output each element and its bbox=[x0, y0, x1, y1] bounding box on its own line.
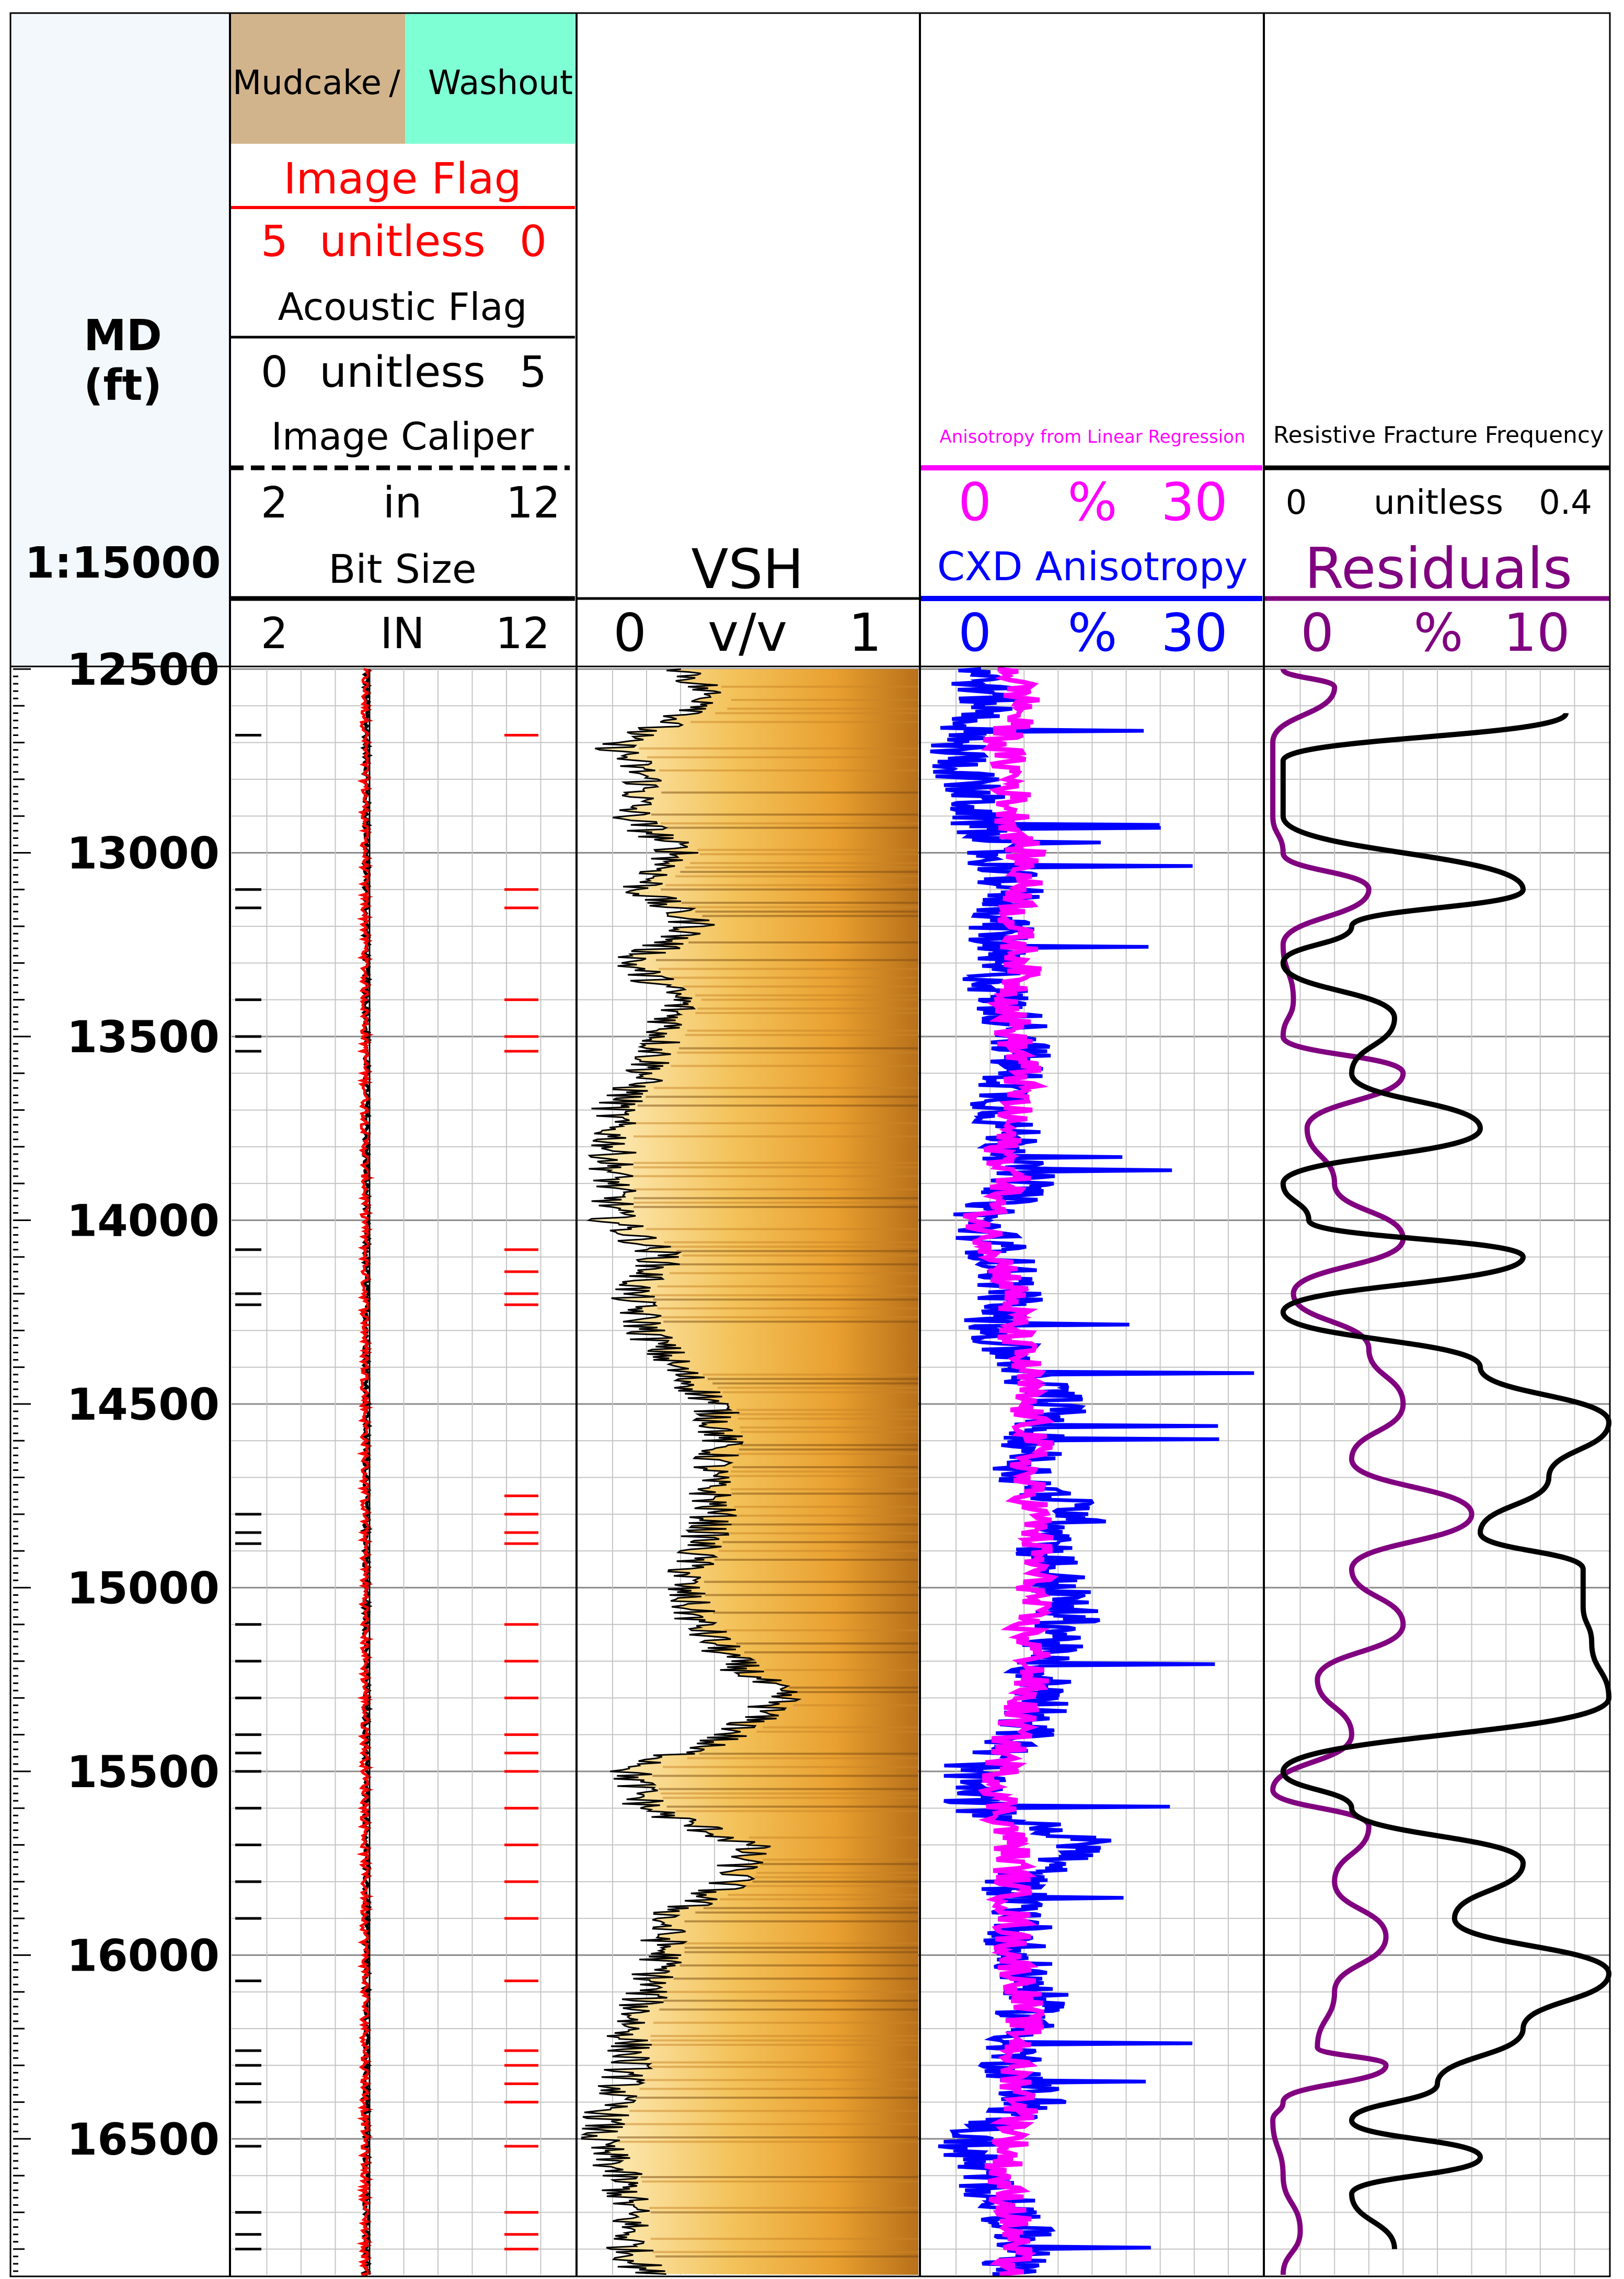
vsh-curve bbox=[580, 668, 802, 2275]
residuals-title: Residuals bbox=[1305, 536, 1572, 602]
depth-title: MD bbox=[84, 311, 162, 361]
linreg-title: Anisotropy from Linear Regression bbox=[939, 427, 1245, 447]
cxd-unit: % bbox=[1067, 602, 1117, 663]
residuals-curve bbox=[1270, 667, 1475, 2275]
acoustic-flag-unit: unitless bbox=[319, 348, 486, 397]
depth-label: 13000 bbox=[67, 827, 220, 879]
linreg-unit: % bbox=[1067, 471, 1117, 533]
chart-frame bbox=[9, 12, 1611, 2277]
bit-size-unit: IN bbox=[380, 609, 425, 659]
depth-ticks: 12500 13000 13500 14000 14500 15000 15500 16000… bbox=[13, 644, 220, 2272]
image-caliper-unit: in bbox=[383, 478, 422, 528]
image-flag-max: 0 bbox=[520, 217, 547, 267]
fracture-track-curves bbox=[1270, 667, 1612, 2275]
image-flag-caliper-curve bbox=[356, 667, 375, 2276]
depth-label: 15500 bbox=[67, 1746, 220, 1798]
vsh-min: 0 bbox=[613, 602, 647, 663]
vsh-title: VSH bbox=[691, 537, 803, 601]
image-flag-unit: unitless bbox=[319, 217, 486, 267]
frac-max: 0.4 bbox=[1539, 484, 1592, 522]
legend-separator: / bbox=[389, 64, 400, 102]
depth-label: 12500 bbox=[67, 644, 220, 695]
depth-scale: 1:15000 bbox=[25, 538, 221, 588]
cxd-min: 0 bbox=[958, 602, 992, 663]
linreg-anisotropy-curve bbox=[963, 666, 1059, 2277]
track1-curves bbox=[235, 667, 538, 2276]
depth-label: 14000 bbox=[67, 1195, 220, 1246]
mudcake-label: Mudcake bbox=[233, 64, 382, 102]
acoustic-flag-title: Acoustic Flag bbox=[278, 285, 527, 329]
depth-unit: (ft) bbox=[84, 361, 162, 410]
image-caliper-max: 12 bbox=[506, 478, 560, 528]
cxd-anisotropy-curve bbox=[930, 667, 1254, 2276]
depth-label: 16500 bbox=[67, 2114, 220, 2165]
fracture-frequency-curve bbox=[1280, 712, 1612, 2250]
washout-swatch bbox=[405, 13, 575, 144]
acoustic-flag-max: 5 bbox=[520, 348, 547, 397]
cxd-max: 30 bbox=[1161, 602, 1227, 663]
residuals-min: 0 bbox=[1300, 602, 1334, 663]
linreg-min: 0 bbox=[958, 471, 992, 533]
residuals-unit: % bbox=[1413, 602, 1463, 663]
linreg-max: 30 bbox=[1161, 471, 1227, 533]
depth-label: 14500 bbox=[67, 1379, 220, 1430]
cxd-title: CXD Anisotropy bbox=[937, 543, 1248, 590]
depth-label: 15000 bbox=[67, 1562, 220, 1614]
image-caliper-title: Image Caliper bbox=[271, 415, 534, 458]
acoustic-flag-min: 0 bbox=[261, 348, 288, 397]
vsh-max: 1 bbox=[848, 602, 882, 663]
frac-unit: unitless bbox=[1374, 484, 1503, 522]
bit-size-min: 2 bbox=[261, 609, 288, 659]
bit-size-max: 12 bbox=[496, 609, 550, 659]
frac-min: 0 bbox=[1286, 484, 1307, 522]
bit-size-title: Bit Size bbox=[328, 546, 476, 592]
image-flag-title: Image Flag bbox=[283, 154, 521, 204]
depth-label: 13500 bbox=[67, 1011, 220, 1063]
washout-label: Washout bbox=[428, 64, 573, 102]
residuals-max: 10 bbox=[1503, 602, 1570, 663]
vsh-track-curves bbox=[580, 668, 918, 2275]
depth-header-background bbox=[10, 13, 230, 666]
anisotropy-track-curves bbox=[930, 666, 1254, 2277]
frac-title: Resistive Fracture Frequency bbox=[1273, 422, 1604, 448]
image-flag-min: 5 bbox=[261, 217, 288, 267]
vsh-unit: v/v bbox=[708, 602, 787, 663]
depth-label: 16000 bbox=[67, 1930, 220, 1981]
mudcake-swatch bbox=[230, 13, 405, 144]
image-caliper-min: 2 bbox=[261, 478, 288, 528]
